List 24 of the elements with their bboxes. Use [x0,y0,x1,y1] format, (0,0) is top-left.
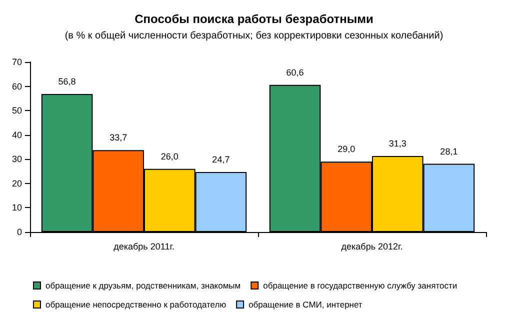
y-tick-label: 70 [12,57,22,67]
x-tick-label: декабрь 2011г. [114,242,174,252]
data-label: 31,3 [388,138,406,148]
y-tick-label: 30 [12,154,22,164]
data-label: 56,8 [58,76,76,87]
data-label: 33,7 [110,132,128,143]
legend-label: обращение к друзьям, родственникам, знакомым [46,280,241,290]
y-tick-label: 0 [16,227,22,237]
data-label: 24,7 [212,154,230,165]
y-tick-label: 20 [12,178,22,188]
legend-label: обращение непосредственно к работодателю [46,300,227,310]
data-label: 29,0 [338,144,356,154]
legend-label: обращение в СМИ, интернет [248,300,362,310]
chart-subtitle: (в % к общей численности безработных; без корректировки сезонных колебаний) [64,30,444,42]
data-label: 60,6 [286,67,304,78]
data-label: 26,0 [160,151,178,162]
x-tick-label: декабрь 2012г. [341,242,403,252]
chart-title: Способы поиска работы безработными [134,12,374,26]
y-tick-label: 50 [12,106,22,116]
y-tick-label: 60 [12,81,22,92]
legend-label: обращение в государственную службу занятости [263,280,458,290]
y-tick-label: 40 [12,130,22,140]
data-label: 28,1 [440,146,458,156]
y-tick-label: 10 [12,202,22,213]
